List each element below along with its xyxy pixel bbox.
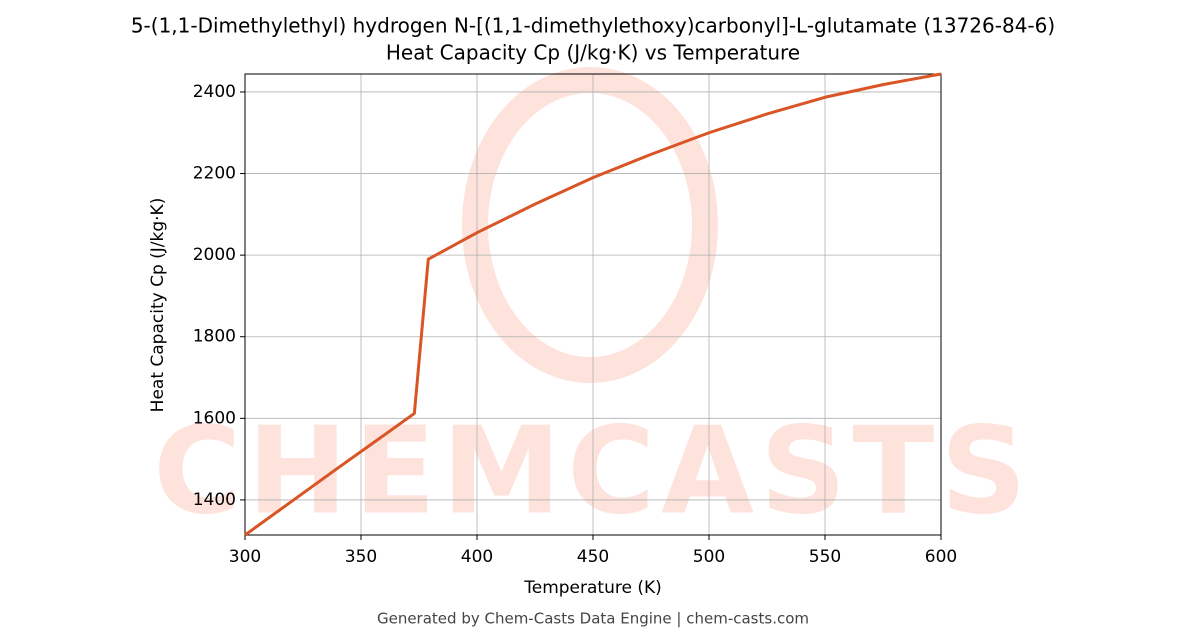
chart-title: 5-(1,1-Dimethylethyl) hydrogen N-[(1,1-d… [131, 14, 1055, 38]
data-line [244, 72, 942, 537]
x-tick-label: 300 [229, 547, 261, 567]
y-tick-label: 2200 [193, 164, 236, 184]
x-tick-label: 600 [925, 547, 957, 567]
y-tick-label: 1600 [193, 408, 236, 428]
x-axis-label: Temperature (K) [523, 578, 662, 598]
footer: Generated by Chem-Casts Data Engine | ch… [377, 610, 809, 628]
y-tick-label: 1400 [193, 490, 236, 510]
x-tick-label: 400 [461, 547, 493, 567]
chart-subtitle: Heat Capacity Cp (J/kg·K) vs Temperature [386, 41, 800, 65]
plot-frame [244, 73, 942, 536]
y-axis-label: Heat Capacity Cp (J/kg·K) [148, 198, 168, 413]
x-tick-label: 550 [809, 547, 841, 567]
x-tick-label: 350 [345, 547, 377, 567]
y-tick-label: 1800 [193, 327, 236, 347]
watermark: CHEMCASTS [153, 403, 1033, 542]
y-tick-label: 2000 [193, 245, 236, 265]
x-tick-label: 500 [693, 547, 725, 567]
watermark-logo [462, 67, 718, 383]
y-tick-label: 2400 [193, 82, 236, 102]
x-tick-label: 450 [577, 547, 609, 567]
